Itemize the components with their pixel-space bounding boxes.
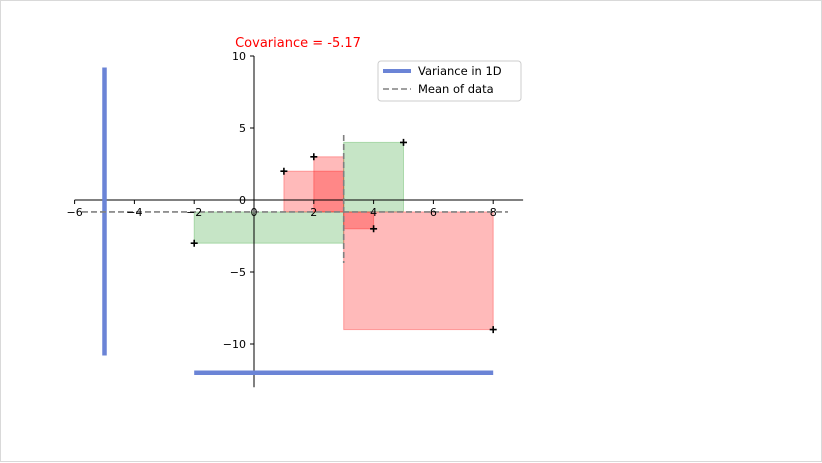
data-points [190,138,497,334]
covariance-rect-3 [313,156,345,213]
covariance-rect-2 [283,170,345,213]
x-tick-label: 2 [310,206,317,219]
y-tick-label: 10 [232,50,246,63]
axes [74,55,524,388]
data-point-1 [190,239,198,247]
legend-label-2: Mean of data [418,82,494,96]
covariance-rectangles [193,141,494,331]
data-point-4 [370,225,378,233]
y-tick-label: 5 [239,122,246,135]
data-point-5 [400,138,407,146]
x-tick-label: 0 [251,206,258,219]
mean-lines [82,135,508,263]
covariance-rect-1 [193,211,345,244]
x-tick-label: 6 [430,206,437,219]
tick-labels: −6 −4 −2 0 2 4 6 8 10 5 0 −5 −10 [66,50,496,351]
data-point-3 [310,153,318,161]
y-tick-label: −5 [230,266,246,279]
chart-title: Covariance = -5.17 [235,36,361,51]
x-tick-label: −6 [66,206,82,219]
y-tick-label: −10 [223,338,246,351]
x-tick-label: 4 [370,206,377,219]
x-tick-label: 8 [490,206,497,219]
x-tick-label: −2 [186,206,202,219]
legend-label-1: Variance in 1D [418,64,502,78]
x-tick-label: −4 [126,206,142,219]
legend: Variance in 1D Mean of data [377,60,522,102]
legend-box [377,60,522,102]
data-point-2 [280,167,288,175]
y-tick-label: 0 [239,194,246,207]
data-point-6 [489,326,497,334]
covariance-rect-6 [343,211,494,331]
